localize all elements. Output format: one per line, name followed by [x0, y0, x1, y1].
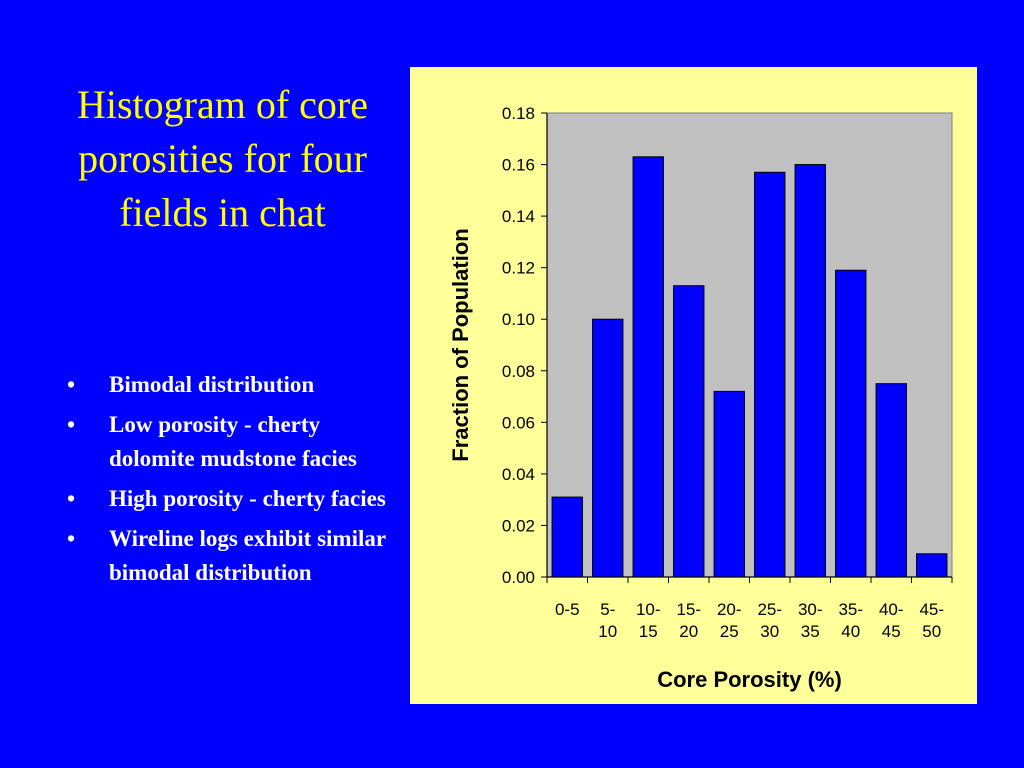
bullet-marker: • — [67, 486, 76, 511]
ticks-layer: 0.00 0.02 0.04 0.06 0.08 0.10 0.12 0.14 0.16 0.18… — [502, 104, 953, 641]
y-tick-label: 0.08 — [502, 362, 535, 381]
chart-panel: 0.00 0.02 0.04 0.06 0.08 0.10 0.12 0.14 0.16 0.18… — [410, 67, 977, 704]
y-axis-title: Fraction of Population — [448, 228, 473, 461]
slide-title: Histogram of core porosities for four fi… — [76, 82, 368, 235]
x-tick-label: 30-35 — [798, 600, 823, 641]
histogram-bar — [713, 390, 745, 578]
histogram-bar — [632, 156, 664, 578]
x-tick-label: 45-50 — [919, 600, 944, 641]
bullet-text: Low porosity - cherty dolomite mudstone … — [109, 412, 357, 471]
bullet-item: • Low porosity - cherty dolomite mudstone… — [62, 408, 392, 476]
y-tick-label: 0.06 — [502, 413, 535, 432]
histogram-bar — [916, 553, 948, 578]
y-tick-label: 0.02 — [502, 516, 535, 535]
bullet-item: • Wireline logs exhibit similar bimodal d… — [62, 522, 392, 590]
x-tick-label: 35-40 — [838, 600, 863, 641]
bullet-item: • High porosity - cherty facies — [62, 482, 392, 516]
y-tick-label: 0.04 — [502, 465, 535, 484]
x-tick-label: 20-25 — [717, 600, 742, 641]
y-tick-label: 0.00 — [502, 568, 535, 587]
y-tick-label: 0.14 — [502, 207, 535, 226]
x-tick-label: 25-30 — [757, 600, 782, 641]
histogram-bar — [835, 269, 867, 578]
bullet-text: High porosity - cherty facies — [109, 486, 386, 511]
x-tick-label: 15-20 — [676, 600, 701, 641]
y-tick-label: 0.12 — [502, 259, 535, 278]
bullet-marker: • — [67, 412, 76, 437]
histogram-bar — [673, 285, 705, 578]
x-tick-label: 10-15 — [636, 600, 661, 641]
y-tick-label: 0.18 — [502, 104, 535, 123]
bullet-marker: • — [67, 372, 76, 397]
histogram-bar — [875, 383, 907, 578]
x-axis-title: Core Porosity (%) — [657, 667, 842, 692]
histogram-bar — [754, 171, 786, 578]
y-tick-label: 0.10 — [502, 310, 535, 329]
histogram-bar — [794, 164, 826, 578]
bullet-list: • Bimodal distribution • Low porosity - ch… — [62, 368, 392, 596]
bullet-text: Wireline logs exhibit similar bimodal di… — [109, 526, 386, 585]
bullet-text: Bimodal distribution — [109, 372, 315, 397]
bullet-item: • Bimodal distribution — [62, 368, 392, 402]
bullet-marker: • — [67, 526, 76, 551]
histogram-bar — [551, 496, 583, 578]
x-tick-label: 0-5 — [555, 600, 580, 619]
histogram-bar — [592, 318, 624, 578]
x-tick-label: 5-10 — [598, 600, 617, 641]
y-tick-label: 0.16 — [502, 156, 535, 175]
bars-layer — [551, 156, 948, 578]
x-tick-label: 40-45 — [879, 600, 904, 641]
histogram-chart: 0.00 0.02 0.04 0.06 0.08 0.10 0.12 0.14 0.16 0.18… — [448, 104, 953, 692]
